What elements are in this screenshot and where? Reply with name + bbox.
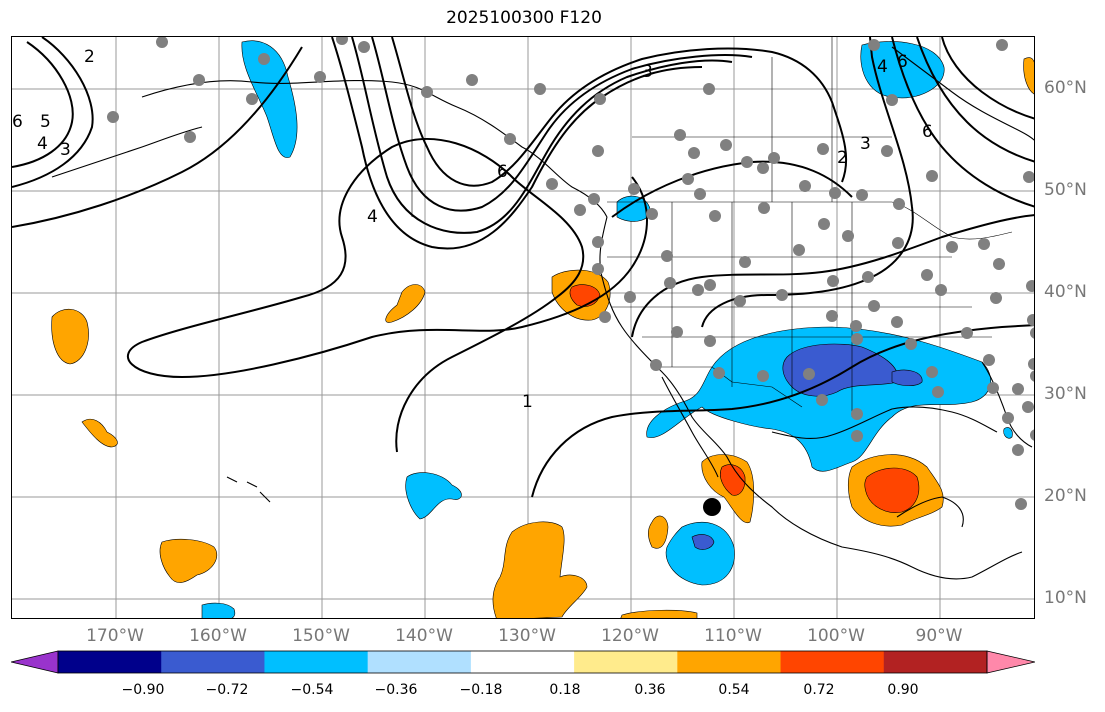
positive-region <box>385 284 426 323</box>
map-title: 2025100300 F120 <box>446 8 602 28</box>
contour-line <box>331 37 703 250</box>
contour-line <box>12 41 74 168</box>
colorbar-tick-label: 0.72 <box>803 682 835 698</box>
contour-line <box>12 37 94 188</box>
negative-region <box>1003 427 1013 439</box>
colorbar-tick-label: −0.18 <box>459 682 503 698</box>
lon-label: 130°W <box>498 626 556 646</box>
positive-region <box>51 309 89 365</box>
negative-region <box>241 40 298 158</box>
coastline-aleutians <box>51 126 203 178</box>
location-marker <box>703 498 721 516</box>
contour-labels: 1 2 2 3 3 3 4 4 4 5 6 6 6 6 <box>12 47 933 412</box>
coastline-yucatan <box>896 496 964 528</box>
contour-line <box>916 37 1034 163</box>
map-panel[interactable]: 1 2 2 3 3 3 4 4 4 5 6 6 6 6 <box>11 36 1035 619</box>
colorbar-segment <box>367 651 472 673</box>
contour-label: 6 <box>497 162 508 182</box>
lon-label: 160°W <box>189 626 247 646</box>
colorbar-segment <box>883 651 988 673</box>
colorbar-tick-label: 0.18 <box>549 682 581 698</box>
positive-region <box>647 515 669 549</box>
lat-label: 30°N <box>1044 384 1087 404</box>
coastline-alaska <box>141 80 608 218</box>
contour-label: 1 <box>522 392 533 412</box>
contour-label: 6 <box>12 112 23 132</box>
contour-label: 3 <box>860 134 871 154</box>
colorbar-segment <box>161 651 265 673</box>
colorbar-segment <box>780 651 885 673</box>
contour-label: 2 <box>84 47 95 67</box>
colorbar-extend-min <box>11 650 59 674</box>
colorbar-tick-label: 0.90 <box>887 682 919 698</box>
positive-region <box>81 418 118 448</box>
negative-region <box>405 472 462 520</box>
colorbar-tick-label: −0.36 <box>374 682 418 698</box>
positive-region <box>159 538 218 583</box>
lon-label: 170°W <box>86 626 144 646</box>
lon-label: 120°W <box>601 626 659 646</box>
negative-core <box>691 534 715 550</box>
contour-label: 4 <box>37 134 48 154</box>
colorbar-tick-label: 0.36 <box>634 682 666 698</box>
lon-label: 150°W <box>292 626 350 646</box>
lat-label: 50°N <box>1044 180 1087 200</box>
lat-label: 20°N <box>1044 486 1087 506</box>
contour-lines <box>12 37 1034 498</box>
coastline-west-us <box>599 216 1023 580</box>
coastline-baja <box>661 376 719 478</box>
contour-label: 4 <box>367 207 378 227</box>
colorbar-tick-label: 0.54 <box>718 682 750 698</box>
coastline-hudson <box>891 46 1034 141</box>
colorbar-segments <box>11 650 1035 674</box>
positive-region <box>492 521 588 618</box>
colorbar-segment <box>264 651 369 673</box>
contour-line <box>127 138 648 453</box>
negative-region <box>665 521 735 586</box>
colorbar-tick-label: −0.90 <box>121 682 165 698</box>
positive-core <box>864 467 920 513</box>
contour-line <box>701 37 914 328</box>
colorbar-segment <box>574 651 678 673</box>
colorbar-tick-label: −0.54 <box>290 682 334 698</box>
contour-label: 3 <box>642 62 653 82</box>
contour-label: 3 <box>60 140 71 160</box>
coastline-gulf <box>771 406 998 439</box>
positive-core <box>720 464 746 496</box>
lon-label: 110°W <box>704 626 762 646</box>
contour-label: 6 <box>922 122 933 142</box>
lat-label: 60°N <box>1044 78 1087 98</box>
contour-label: 4 <box>877 57 888 77</box>
contour-line <box>891 37 1034 208</box>
contour-label: 6 <box>897 52 908 72</box>
contour-line <box>941 37 1034 120</box>
positive-region <box>620 609 698 618</box>
contour-label: 2 <box>837 148 848 168</box>
positive-region <box>1023 57 1034 95</box>
colorbar-segment <box>677 651 782 673</box>
contour-line <box>391 37 848 187</box>
coastline-hawaii <box>226 476 271 503</box>
lat-label: 40°N <box>1044 282 1087 302</box>
colorbar-tick-label: −0.72 <box>205 682 249 698</box>
lon-label: 100°W <box>807 626 865 646</box>
colorbar-segment <box>470 651 575 673</box>
contour-line <box>351 37 733 234</box>
lon-label: 140°W <box>395 626 453 646</box>
negative-region <box>201 602 236 618</box>
map-canvas: 1 2 2 3 3 3 4 4 4 5 6 6 6 6 <box>12 37 1034 618</box>
station-dots <box>107 37 1034 510</box>
negative-core <box>891 369 923 387</box>
contour-line <box>371 37 753 212</box>
colorbar-segment <box>58 651 162 673</box>
colorbar <box>11 650 1035 674</box>
contour-line <box>12 46 303 228</box>
contour-label: 5 <box>40 112 51 132</box>
colorbar-extend-max <box>986 650 1035 674</box>
lat-label: 10°N <box>1044 588 1087 608</box>
lon-label: 90°W <box>915 626 963 646</box>
